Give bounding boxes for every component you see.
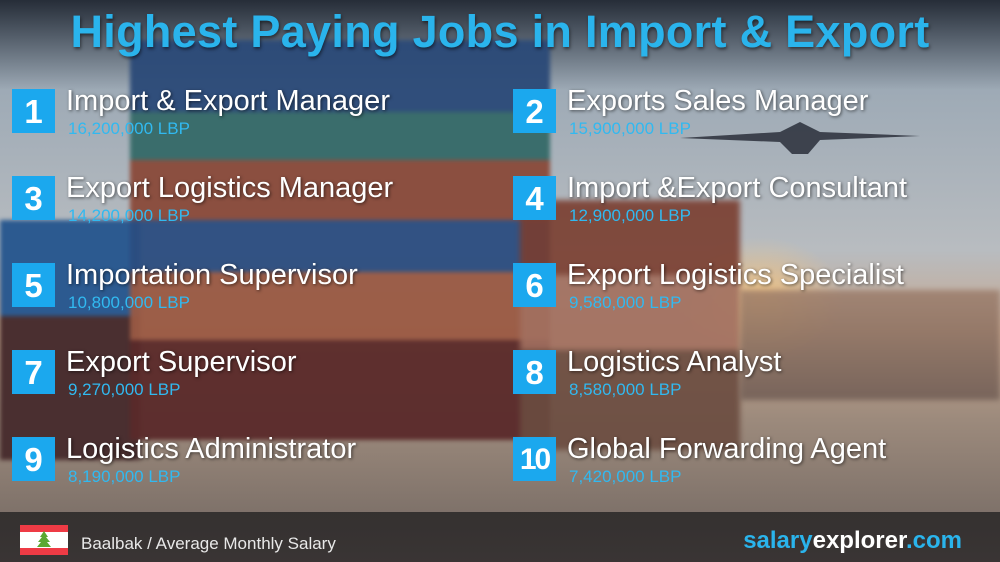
lebanon-flag-icon <box>20 525 68 555</box>
rank-badge: 2 <box>513 89 556 133</box>
container-stack <box>520 200 740 450</box>
job-title: Logistics Analyst <box>567 346 782 378</box>
job-salary: 8,190,000 LBP <box>68 467 181 486</box>
container-stack <box>740 290 1000 400</box>
rank-badge: 4 <box>513 176 556 220</box>
rank-badge: 9 <box>12 437 55 481</box>
rank-badge: 3 <box>12 176 55 220</box>
airplane-icon <box>680 122 920 154</box>
job-item: 9 Logistics Administrator 8,190,000 LBP <box>12 433 492 495</box>
rank-badge: 6 <box>513 263 556 307</box>
job-title: Global Forwarding Agent <box>567 433 887 465</box>
job-title: Export Logistics Specialist <box>567 259 904 291</box>
job-item: 2 Exports Sales Manager 15,900,000 LBP <box>513 85 993 147</box>
container-stack <box>130 40 550 440</box>
job-title: Logistics Administrator <box>66 433 357 465</box>
job-salary: 8,580,000 LBP <box>569 380 682 399</box>
page-title: Highest Paying Jobs in Import & Export <box>70 6 930 57</box>
job-title: Import & Export Manager <box>66 85 390 117</box>
job-salary: 14,200,000 LBP <box>68 206 190 225</box>
job-item: 4 Import &Export Consultant 12,900,000 LBP <box>513 172 993 234</box>
container-stack <box>0 220 140 460</box>
job-salary: 9,580,000 LBP <box>569 293 682 312</box>
brand-part: explorer <box>812 527 906 554</box>
rank-badge: 10 <box>513 437 556 481</box>
job-item: 7 Export Supervisor 9,270,000 LBP <box>12 346 492 408</box>
job-item: 3 Export Logistics Manager 14,200,000 LBP <box>12 172 492 234</box>
job-title: Export Logistics Manager <box>66 172 394 204</box>
job-salary: 7,420,000 LBP <box>569 467 682 486</box>
job-salary: 9,270,000 LBP <box>68 380 181 399</box>
brand-logo[interactable]: salaryexplorer.com <box>743 527 962 555</box>
rank-badge: 5 <box>12 263 55 307</box>
job-salary: 15,900,000 LBP <box>569 119 691 138</box>
rank-badge: 1 <box>12 89 55 133</box>
footer: Baalbak / Average Monthly Salary salarye… <box>0 512 1000 562</box>
job-salary: 12,900,000 LBP <box>569 206 691 225</box>
job-item: 5 Importation Supervisor 10,800,000 LBP <box>12 259 492 321</box>
brand-part: salary <box>743 527 813 554</box>
rank-badge: 7 <box>12 350 55 394</box>
rank-badge: 8 <box>513 350 556 394</box>
job-item: 8 Logistics Analyst 8,580,000 LBP <box>513 346 993 408</box>
job-title: Exports Sales Manager <box>567 85 869 117</box>
job-item: 1 Import & Export Manager 16,200,000 LBP <box>12 85 492 147</box>
job-title: Importation Supervisor <box>66 259 358 291</box>
job-title: Export Supervisor <box>66 346 297 378</box>
job-item: 6 Export Logistics Specialist 9,580,000 LB… <box>513 259 993 321</box>
brand-part: .com <box>905 527 962 554</box>
job-salary: 16,200,000 LBP <box>68 119 190 138</box>
job-title: Import &Export Consultant <box>567 172 908 204</box>
location-label: Baalbak / Average Monthly Salary <box>81 534 336 553</box>
job-item: 10 Global Forwarding Agent 7,420,000 LBP <box>513 433 993 495</box>
job-salary: 10,800,000 LBP <box>68 293 190 312</box>
